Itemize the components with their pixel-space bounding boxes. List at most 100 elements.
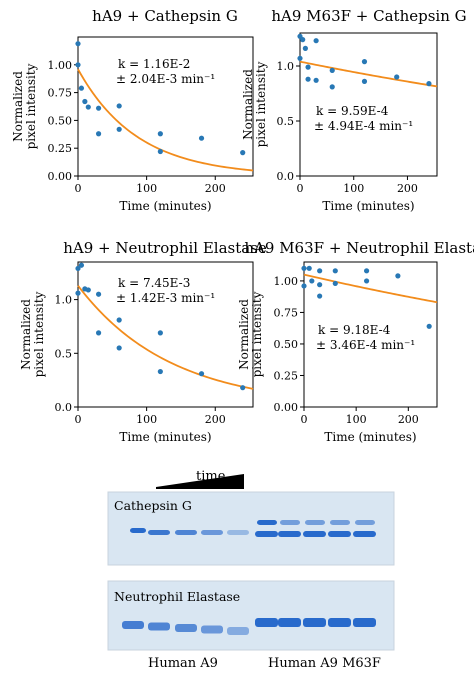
plot-frame <box>77 261 254 408</box>
group-label-a9: Human A9 <box>148 656 218 671</box>
gel-label-elastase: Neutrophil Elastase <box>114 589 240 604</box>
gel-band <box>355 520 375 525</box>
gel-band <box>148 530 170 535</box>
data-point <box>300 37 306 43</box>
y-tick-label: 0.75 <box>274 306 299 319</box>
gel-band <box>328 618 351 627</box>
data-point <box>157 330 163 336</box>
y-tick-label: 1.0 <box>277 60 295 73</box>
gel-section: time Cathepsin G Neutrophil Elastase Hum… <box>107 469 395 671</box>
y-tick-label: 1.00 <box>274 275 299 288</box>
x-tick-label: 100 <box>136 182 157 195</box>
gel-label-cathepsin: Cathepsin G <box>114 498 192 513</box>
gel-band <box>278 618 301 627</box>
data-point <box>426 323 432 329</box>
data-point <box>198 371 205 377</box>
data-point <box>240 150 246 156</box>
y-tick-label: 0.50 <box>274 338 299 351</box>
data-point <box>240 385 246 391</box>
x-axis-label: Time (minutes) <box>119 430 211 444</box>
chart-1: hA9 + Cathepsin G 0 100 200 0.00 0.25 0.50 0.75… <box>11 7 254 213</box>
x-tick-label: 0 <box>75 182 82 195</box>
fit-curve <box>299 60 438 88</box>
gel-band <box>280 520 300 525</box>
y-tick-label: 0.00 <box>274 401 299 414</box>
x-tick-label: 200 <box>397 182 418 195</box>
data-point <box>75 290 81 296</box>
gel-band <box>175 624 197 632</box>
x-tick-label: 0 <box>75 413 82 426</box>
data-point <box>305 64 311 70</box>
data-point <box>302 45 308 52</box>
gel-band <box>278 531 301 537</box>
x-tick-label: 200 <box>205 413 226 426</box>
data-point <box>363 268 370 274</box>
y-axis-label: Normalizedpixel intensity <box>241 61 268 147</box>
data-point <box>305 76 311 82</box>
x-tick-label: 200 <box>398 413 419 426</box>
gel-band <box>148 622 170 631</box>
data-point <box>157 131 163 137</box>
data-point <box>361 78 368 84</box>
data-point <box>75 41 81 47</box>
data-point <box>301 283 307 289</box>
fit-curve <box>77 285 254 390</box>
charts-area: hA9 + Cathepsin G0 100 2000.000.250.500.75… <box>11 7 474 444</box>
chart-title: hA9 M63F + Neutrophil Elastase <box>244 239 474 257</box>
data-point <box>332 268 338 274</box>
y-tick-label: 0.75 <box>48 87 73 100</box>
data-point <box>95 330 102 336</box>
gel-band <box>353 618 376 627</box>
rate-annotation-value: k = 9.59E-4 <box>316 104 389 118</box>
x-tick-label: 200 <box>205 182 226 195</box>
y-tick-label: 0.25 <box>48 142 73 155</box>
data-point <box>394 74 400 80</box>
group-label-a9-m63f: Human A9 M63F <box>268 656 381 671</box>
data-point <box>297 55 303 61</box>
x-tick-label: 0 <box>301 413 308 426</box>
gel-band <box>257 520 277 525</box>
gel-band <box>353 531 376 537</box>
data-point <box>317 293 323 299</box>
gel-band <box>130 528 146 533</box>
y-tick-label: 0.0 <box>55 401 73 414</box>
data-point <box>95 291 102 297</box>
time-wedge <box>156 474 244 489</box>
gel-band <box>175 530 197 535</box>
data-point <box>426 81 432 87</box>
gel-band <box>227 627 249 635</box>
gel-band <box>305 520 325 525</box>
data-point <box>313 77 319 83</box>
data-point <box>116 345 122 351</box>
rate-annotation-error: ± 4.94E-4 min⁻¹ <box>314 119 413 133</box>
x-tick-label: 100 <box>343 182 364 195</box>
y-tick-label: 0.5 <box>277 115 295 128</box>
gel-band <box>303 618 326 627</box>
data-point <box>332 280 338 287</box>
data-point <box>116 317 122 323</box>
y-tick-label: 0.0 <box>277 170 295 183</box>
x-axis-label: Time (minutes) <box>119 199 211 213</box>
gel-band <box>227 530 249 535</box>
gel-band <box>328 531 351 537</box>
gel-band <box>330 520 350 525</box>
data-point <box>301 265 307 271</box>
data-point <box>313 38 319 44</box>
chart-3: hA9 + Neutrophil Elastase 0 100 200 0.0 0.5 1.… <box>19 239 267 444</box>
data-point <box>82 98 88 105</box>
fit-curve <box>77 68 254 172</box>
data-point <box>85 104 91 110</box>
y-tick-label: 0.5 <box>55 347 73 360</box>
gel-bands-cathepsin <box>130 520 376 537</box>
plot-frame <box>77 36 254 177</box>
gel-band <box>255 531 278 537</box>
data-point <box>95 131 102 137</box>
data-point <box>329 67 335 73</box>
rate-annotation-error: ± 2.04E-3 min⁻¹ <box>116 72 215 86</box>
gel-bands-elastase <box>122 618 376 635</box>
data-point <box>317 268 323 274</box>
data-point <box>157 368 163 375</box>
y-tick-label: 1.0 <box>55 294 73 307</box>
data-point <box>395 273 401 279</box>
data-point <box>75 62 81 68</box>
